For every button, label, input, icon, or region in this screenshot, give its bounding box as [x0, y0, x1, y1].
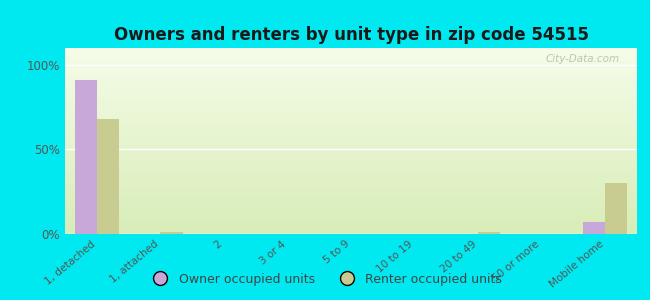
Bar	[97, 119, 119, 234]
Bar	[161, 232, 183, 234]
Bar	[583, 222, 605, 234]
Bar	[605, 183, 627, 234]
Title: Owners and renters by unit type in zip code 54515: Owners and renters by unit type in zip c…	[114, 26, 588, 44]
Text: City-Data.com: City-Data.com	[546, 54, 620, 64]
Bar	[478, 232, 500, 234]
Legend: Owner occupied units, Renter occupied units: Owner occupied units, Renter occupied un…	[143, 268, 507, 291]
Bar	[75, 80, 97, 234]
